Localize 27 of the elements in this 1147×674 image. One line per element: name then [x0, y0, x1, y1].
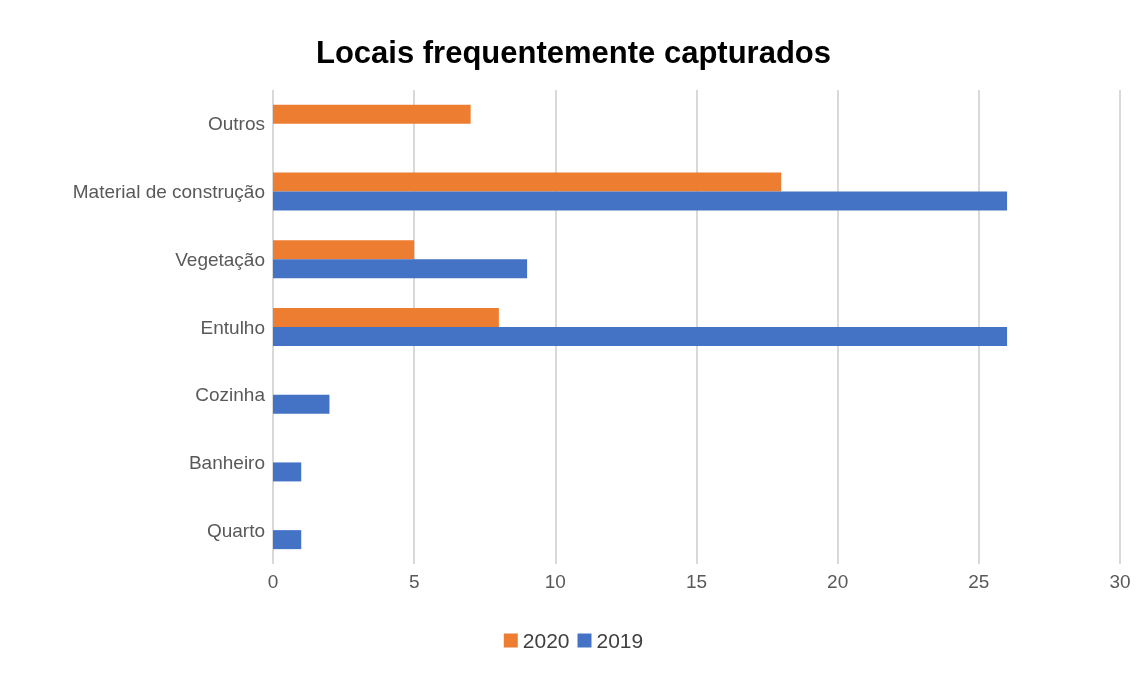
y-tick-label: Outros: [207, 113, 265, 135]
bar: [273, 462, 302, 482]
y-tick-label: Entulho: [200, 316, 265, 338]
bar: [273, 240, 415, 260]
x-tick-label: 25: [968, 571, 990, 592]
y-tick-label: Quarto: [206, 519, 265, 541]
y-tick-label: Banheiro: [188, 451, 265, 473]
bar: [273, 104, 471, 124]
y-tick-label: Material de construção: [72, 181, 265, 203]
bar: [273, 172, 782, 192]
x-tick-label: 5: [408, 571, 420, 592]
x-tick-label: 15: [685, 571, 708, 592]
bar: [273, 394, 330, 414]
bar: [273, 530, 302, 550]
bar: [273, 259, 528, 279]
y-tick-label: Vegetação: [175, 248, 265, 270]
x-tick-label: 10: [544, 571, 566, 592]
y-tick-label: Cozinha: [195, 384, 266, 406]
bar: [273, 308, 499, 327]
legend-label: 2020: [522, 629, 570, 652]
x-tick-label: 0: [267, 571, 279, 592]
x-tick-label: 30: [1109, 571, 1131, 592]
x-tick-label: 20: [827, 571, 849, 592]
bar: [273, 191, 1008, 211]
chart-title: Locais frequentemente capturados: [315, 35, 832, 70]
bar: [273, 327, 1008, 346]
legend-label: 2019: [596, 629, 644, 652]
